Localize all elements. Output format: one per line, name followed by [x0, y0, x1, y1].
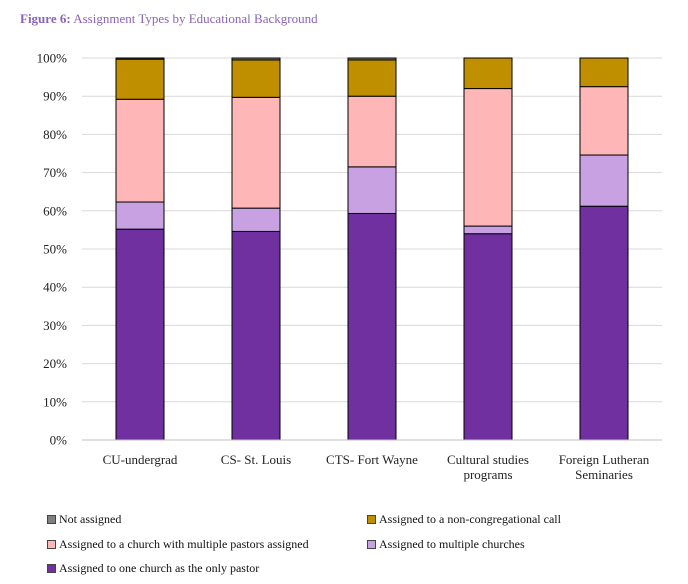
- legend-swatch: [367, 515, 376, 524]
- y-tick-label: 70%: [43, 165, 67, 180]
- bar-segment: [231, 59, 281, 98]
- y-tick-label: 80%: [43, 127, 67, 142]
- y-tick-label: 90%: [43, 89, 67, 104]
- bar-segment: [115, 57, 165, 60]
- legend-label: Assigned to a church with multiple pasto…: [59, 537, 309, 551]
- y-tick-label: 60%: [43, 203, 67, 218]
- legend-item-not-assigned: Not assigned: [47, 512, 121, 527]
- bar-segment: [231, 57, 281, 61]
- legend-swatch: [47, 564, 56, 573]
- y-tick-label: 20%: [43, 356, 67, 371]
- legend-item-only-pastor: Assigned to one church as the only pasto…: [47, 561, 259, 576]
- bar-segment: [115, 58, 165, 100]
- y-tick-label: 50%: [43, 242, 67, 257]
- legend-swatch: [367, 540, 376, 549]
- figure-title-text: Assignment Types by Educational Backgrou…: [73, 11, 318, 26]
- bar-segment: [347, 95, 397, 168]
- bar-segment: [115, 98, 165, 203]
- legend-item-multiple-pastors: Assigned to a church with multiple pasto…: [47, 537, 309, 552]
- bar-segment: [231, 96, 281, 209]
- bar-segment: [463, 225, 513, 235]
- legend-label: Not assigned: [59, 512, 122, 526]
- legend-item-non-congregational-call: Assigned to a non-congregational call: [367, 512, 561, 527]
- bar-segment: [579, 205, 629, 441]
- y-tick-label: 30%: [43, 318, 67, 333]
- figure-label: Figure 6:: [20, 11, 71, 26]
- x-tick-label: Seminaries: [575, 467, 633, 482]
- x-tick-label: Foreign Lutheran: [559, 452, 650, 467]
- x-tick-label: CTS- Fort Wayne: [326, 452, 418, 467]
- legend-label: Assigned to multiple churches: [379, 537, 525, 551]
- legend-label: Assigned to a non-congregational call: [379, 512, 561, 526]
- bar-segment: [347, 57, 397, 61]
- bar-segment: [463, 233, 513, 441]
- legend-item-multiple-churches: Assigned to multiple churches: [367, 537, 525, 552]
- legend-swatch: [47, 540, 56, 549]
- x-tick-label: programs: [463, 467, 512, 482]
- y-tick-label: 40%: [43, 280, 67, 295]
- y-tick-label: 100%: [37, 51, 68, 66]
- bar-segment: [579, 86, 629, 156]
- x-tick-label: CS- St. Louis: [221, 452, 291, 467]
- bar-segment: [231, 207, 281, 232]
- y-tick-label: 0%: [50, 433, 68, 448]
- legend-swatch: [47, 515, 56, 524]
- bar-segment: [347, 212, 397, 441]
- bar-segment: [579, 57, 629, 88]
- bar-segment: [463, 57, 513, 90]
- x-tick-label: Cultural studies: [447, 452, 529, 467]
- x-tick-label: CU-undergrad: [103, 452, 178, 467]
- y-tick-label: 10%: [43, 394, 67, 409]
- bar-segment: [463, 88, 513, 227]
- legend-label: Assigned to one church as the only pasto…: [59, 561, 260, 575]
- bar-segment: [347, 166, 397, 214]
- bar-segment: [347, 59, 397, 97]
- stacked-bar-chart: 0% 10% 20% 30% 40% 50% 60% 70% 80% 90% 100% CU-unde…: [37, 51, 662, 482]
- bar-segment: [115, 228, 165, 441]
- bar-segment: [115, 201, 165, 230]
- figure-title: Figure 6: Assignment Types by Educationa…: [20, 11, 318, 27]
- bar-segment: [231, 230, 281, 441]
- bar-segment: [579, 154, 629, 207]
